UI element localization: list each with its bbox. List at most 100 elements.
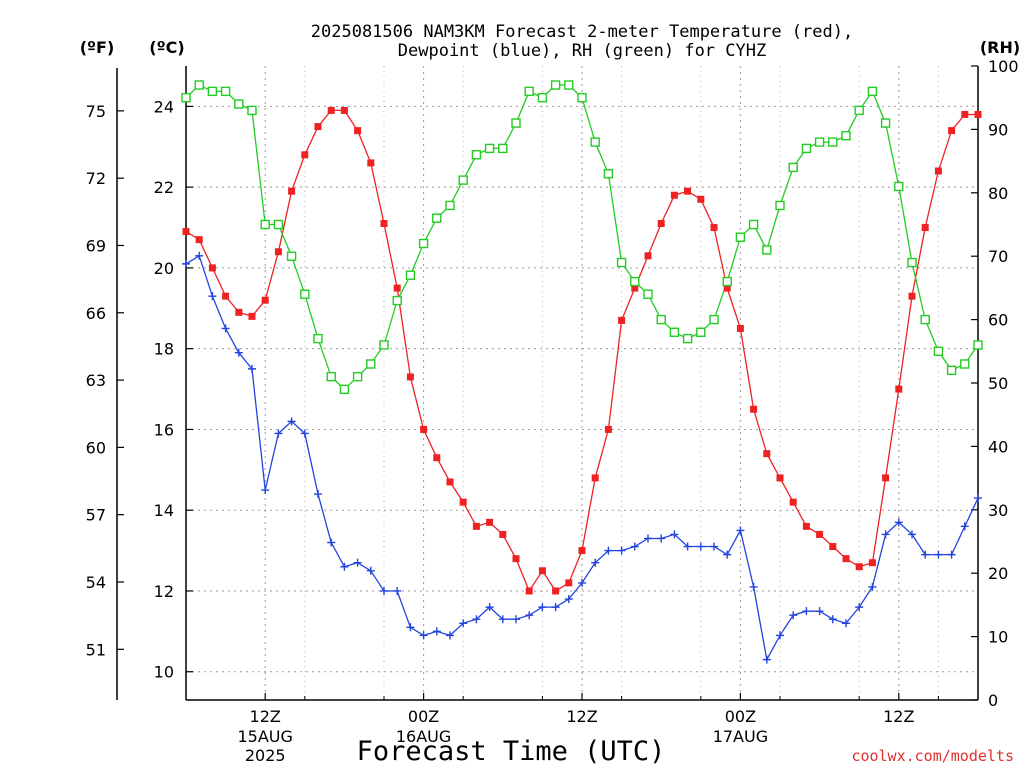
rh-point xyxy=(418,238,429,249)
temperature-point xyxy=(723,284,731,292)
x-tick-label: 00Z xyxy=(408,707,439,726)
dewpoint-point xyxy=(644,534,652,543)
rh-point xyxy=(313,333,323,344)
rh-point xyxy=(471,150,482,160)
rh-point xyxy=(194,80,204,90)
dewpoint-point xyxy=(300,429,309,438)
dewpoint-point xyxy=(525,611,534,620)
dewpoint-point xyxy=(485,603,494,612)
watermark: coolwx.com/modelts xyxy=(851,747,1014,765)
dewpoint-point xyxy=(815,607,824,616)
dewpoint-point xyxy=(472,615,481,624)
temperature-point xyxy=(565,579,573,587)
dewpoint-point xyxy=(221,324,230,333)
rh-point xyxy=(933,346,944,356)
rh-point xyxy=(880,118,891,128)
dewpoint-point xyxy=(314,490,322,499)
dewpoint-point xyxy=(182,259,190,268)
dewpoint-point xyxy=(208,292,217,301)
dewpoint-point xyxy=(406,623,415,632)
temperature-point xyxy=(921,224,929,232)
rh-point xyxy=(339,384,350,395)
fahrenheit-tick-label: 60 xyxy=(86,438,106,457)
temperature-point xyxy=(182,228,190,236)
dewpoint-point xyxy=(630,542,639,551)
dewpoint-point xyxy=(670,530,679,539)
rh-point xyxy=(537,92,548,103)
dewpoint-point xyxy=(828,615,837,624)
rh-point xyxy=(220,86,231,97)
dewpoint-point xyxy=(604,546,613,555)
rh-point xyxy=(854,105,864,116)
rh-point xyxy=(379,340,389,350)
rh-point xyxy=(907,257,917,268)
rh-point xyxy=(762,245,772,255)
temperature-point xyxy=(327,106,335,114)
rh-tick-label: 10 xyxy=(988,628,1008,647)
axes-layer: 10 12 14 16 18 20 22 24 51 54 57 60 63 66 69 72 75 0 10 20 3… xyxy=(86,57,1019,765)
temperature-point xyxy=(446,478,454,486)
temperature-point xyxy=(512,555,520,563)
temperature-point xyxy=(961,110,969,118)
temperature-point xyxy=(697,195,705,203)
temperature-point xyxy=(433,454,441,462)
rh-point xyxy=(616,257,627,268)
dewpoint-point xyxy=(749,582,758,591)
dewpoint-point xyxy=(855,603,864,612)
chart-title-line2: Dewpoint (blue), RH (green) for CYHZ xyxy=(398,41,766,61)
fahrenheit-tick-label: 63 xyxy=(86,371,106,390)
temperature-point xyxy=(829,543,837,551)
dewpoint-point xyxy=(974,494,982,503)
temperature-point xyxy=(631,284,639,292)
x-tick-label: 12Z xyxy=(250,707,281,726)
rh-point xyxy=(973,340,983,350)
temperature-point xyxy=(670,191,678,199)
dewpoint-point xyxy=(802,607,811,616)
temperature-point xyxy=(802,522,810,530)
temperature-point xyxy=(314,123,322,131)
dewpoint-point xyxy=(195,251,204,260)
temperature-point xyxy=(420,425,428,433)
rh-tick-label: 100 xyxy=(988,57,1019,76)
celsius-tick-label: 10 xyxy=(154,663,174,682)
celsius-tick-label: 24 xyxy=(154,97,174,116)
rh-point xyxy=(960,359,970,369)
rh-point xyxy=(366,359,376,369)
x-tick-label: 12Z xyxy=(566,707,597,726)
dewpoint-point xyxy=(393,586,402,595)
rh-point xyxy=(669,327,680,337)
rh-point xyxy=(656,314,666,325)
dewpoint-point xyxy=(340,562,349,571)
rh-point xyxy=(709,314,719,325)
rh-point xyxy=(696,327,706,337)
dewpoint-point xyxy=(710,542,718,551)
temperature-point xyxy=(908,292,916,300)
temperature-point xyxy=(552,587,560,595)
temperature-point xyxy=(367,159,375,167)
temperature-point xyxy=(235,308,243,316)
rh-tick-label: 20 xyxy=(988,564,1008,583)
unit-label-celsius: (ºC) xyxy=(149,38,184,57)
dewpoint-point xyxy=(868,582,877,591)
temperature-point xyxy=(948,127,956,135)
dewpoint-point xyxy=(657,534,666,543)
rh-tick-label: 80 xyxy=(988,184,1008,203)
temperature-point xyxy=(591,474,599,482)
dewpoint-point xyxy=(960,522,969,531)
temperature-point xyxy=(618,316,626,324)
dewpoint-point xyxy=(696,542,705,551)
dewpoint-point xyxy=(723,550,732,559)
dewpoint-point xyxy=(947,550,956,559)
rh-point xyxy=(484,143,495,154)
dewpoint-point xyxy=(578,578,586,587)
rh-point xyxy=(775,200,785,211)
dewpoint-point xyxy=(762,655,771,664)
temperature-point xyxy=(459,498,467,506)
celsius-tick-label: 22 xyxy=(154,178,174,197)
rh-point xyxy=(682,333,693,344)
rh-point xyxy=(630,276,640,287)
fahrenheit-tick-label: 51 xyxy=(86,640,106,659)
series-line-temperature-c xyxy=(185,109,978,593)
rh-point xyxy=(920,314,930,325)
dewpoint-point xyxy=(274,429,283,438)
